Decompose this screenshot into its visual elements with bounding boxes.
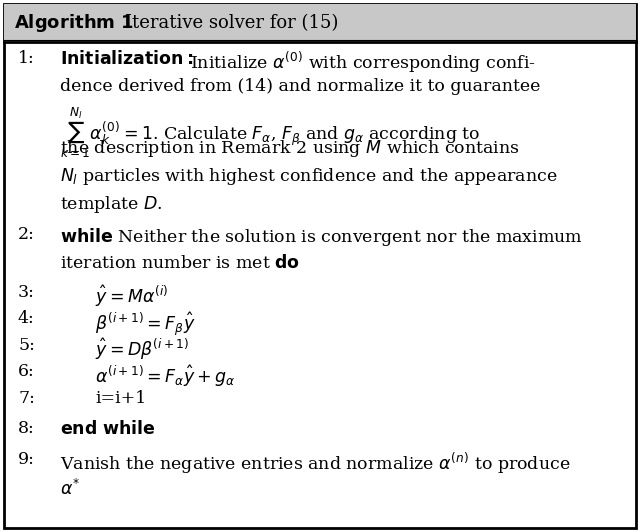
Text: iteration number is met $\mathbf{do}$: iteration number is met $\mathbf{do}$ xyxy=(60,254,300,272)
Text: 1:: 1: xyxy=(18,50,35,67)
Text: i=i+1: i=i+1 xyxy=(95,390,147,407)
Text: $\beta^{(i+1)} = F_{\beta}\hat{y}$: $\beta^{(i+1)} = F_{\beta}\hat{y}$ xyxy=(95,311,196,338)
Text: $\mathbf{while}$ Neither the solution is convergent nor the maximum: $\mathbf{while}$ Neither the solution is… xyxy=(60,226,583,248)
Text: $\sum_{k=1}^{N_l} \alpha_k^{(0)} = 1$. Calculate $F_{\alpha}$, $F_{\beta}$ and $: $\sum_{k=1}^{N_l} \alpha_k^{(0)} = 1$. C… xyxy=(60,106,480,160)
Text: template $D$.: template $D$. xyxy=(60,194,163,215)
Text: $\mathbf{Algorithm\ 1}$: $\mathbf{Algorithm\ 1}$ xyxy=(14,12,134,34)
Bar xyxy=(4,4,636,42)
Text: 2:: 2: xyxy=(18,226,35,243)
Text: $N_l$ particles with highest confidence and the appearance: $N_l$ particles with highest confidence … xyxy=(60,166,557,187)
Text: 9:: 9: xyxy=(18,451,35,468)
Text: Iterative solver for (15): Iterative solver for (15) xyxy=(125,14,339,32)
Text: 3:: 3: xyxy=(18,284,35,301)
Text: the description in Remark 2 using $M$ which contains: the description in Remark 2 using $M$ wh… xyxy=(60,138,520,159)
Text: $\mathbf{Initialization:}$: $\mathbf{Initialization:}$ xyxy=(60,50,194,68)
Text: $\hat{y} = M\alpha^{(i)}$: $\hat{y} = M\alpha^{(i)}$ xyxy=(95,284,168,309)
Text: Vanish the negative entries and normalize $\alpha^{(n)}$ to produce: Vanish the negative entries and normaliz… xyxy=(60,451,570,476)
Text: 7:: 7: xyxy=(18,390,35,407)
Text: 4:: 4: xyxy=(18,311,35,327)
Text: Initialize $\alpha^{(0)}$ with corresponding confi-: Initialize $\alpha^{(0)}$ with correspon… xyxy=(190,50,536,75)
Text: $\alpha^{*}$: $\alpha^{*}$ xyxy=(60,479,80,499)
Text: 6:: 6: xyxy=(18,363,35,380)
Text: $\hat{y} = D\beta^{(i+1)}$: $\hat{y} = D\beta^{(i+1)}$ xyxy=(95,337,189,362)
Text: 5:: 5: xyxy=(18,337,35,354)
Text: $\alpha^{(i+1)} = F_{\alpha}\hat{y} + g_{\alpha}$: $\alpha^{(i+1)} = F_{\alpha}\hat{y} + g_… xyxy=(95,363,236,389)
Text: 8:: 8: xyxy=(18,420,35,437)
Text: dence derived from (14) and normalize it to guarantee: dence derived from (14) and normalize it… xyxy=(60,78,540,95)
Text: $\mathbf{end\ while}$: $\mathbf{end\ while}$ xyxy=(60,420,156,438)
